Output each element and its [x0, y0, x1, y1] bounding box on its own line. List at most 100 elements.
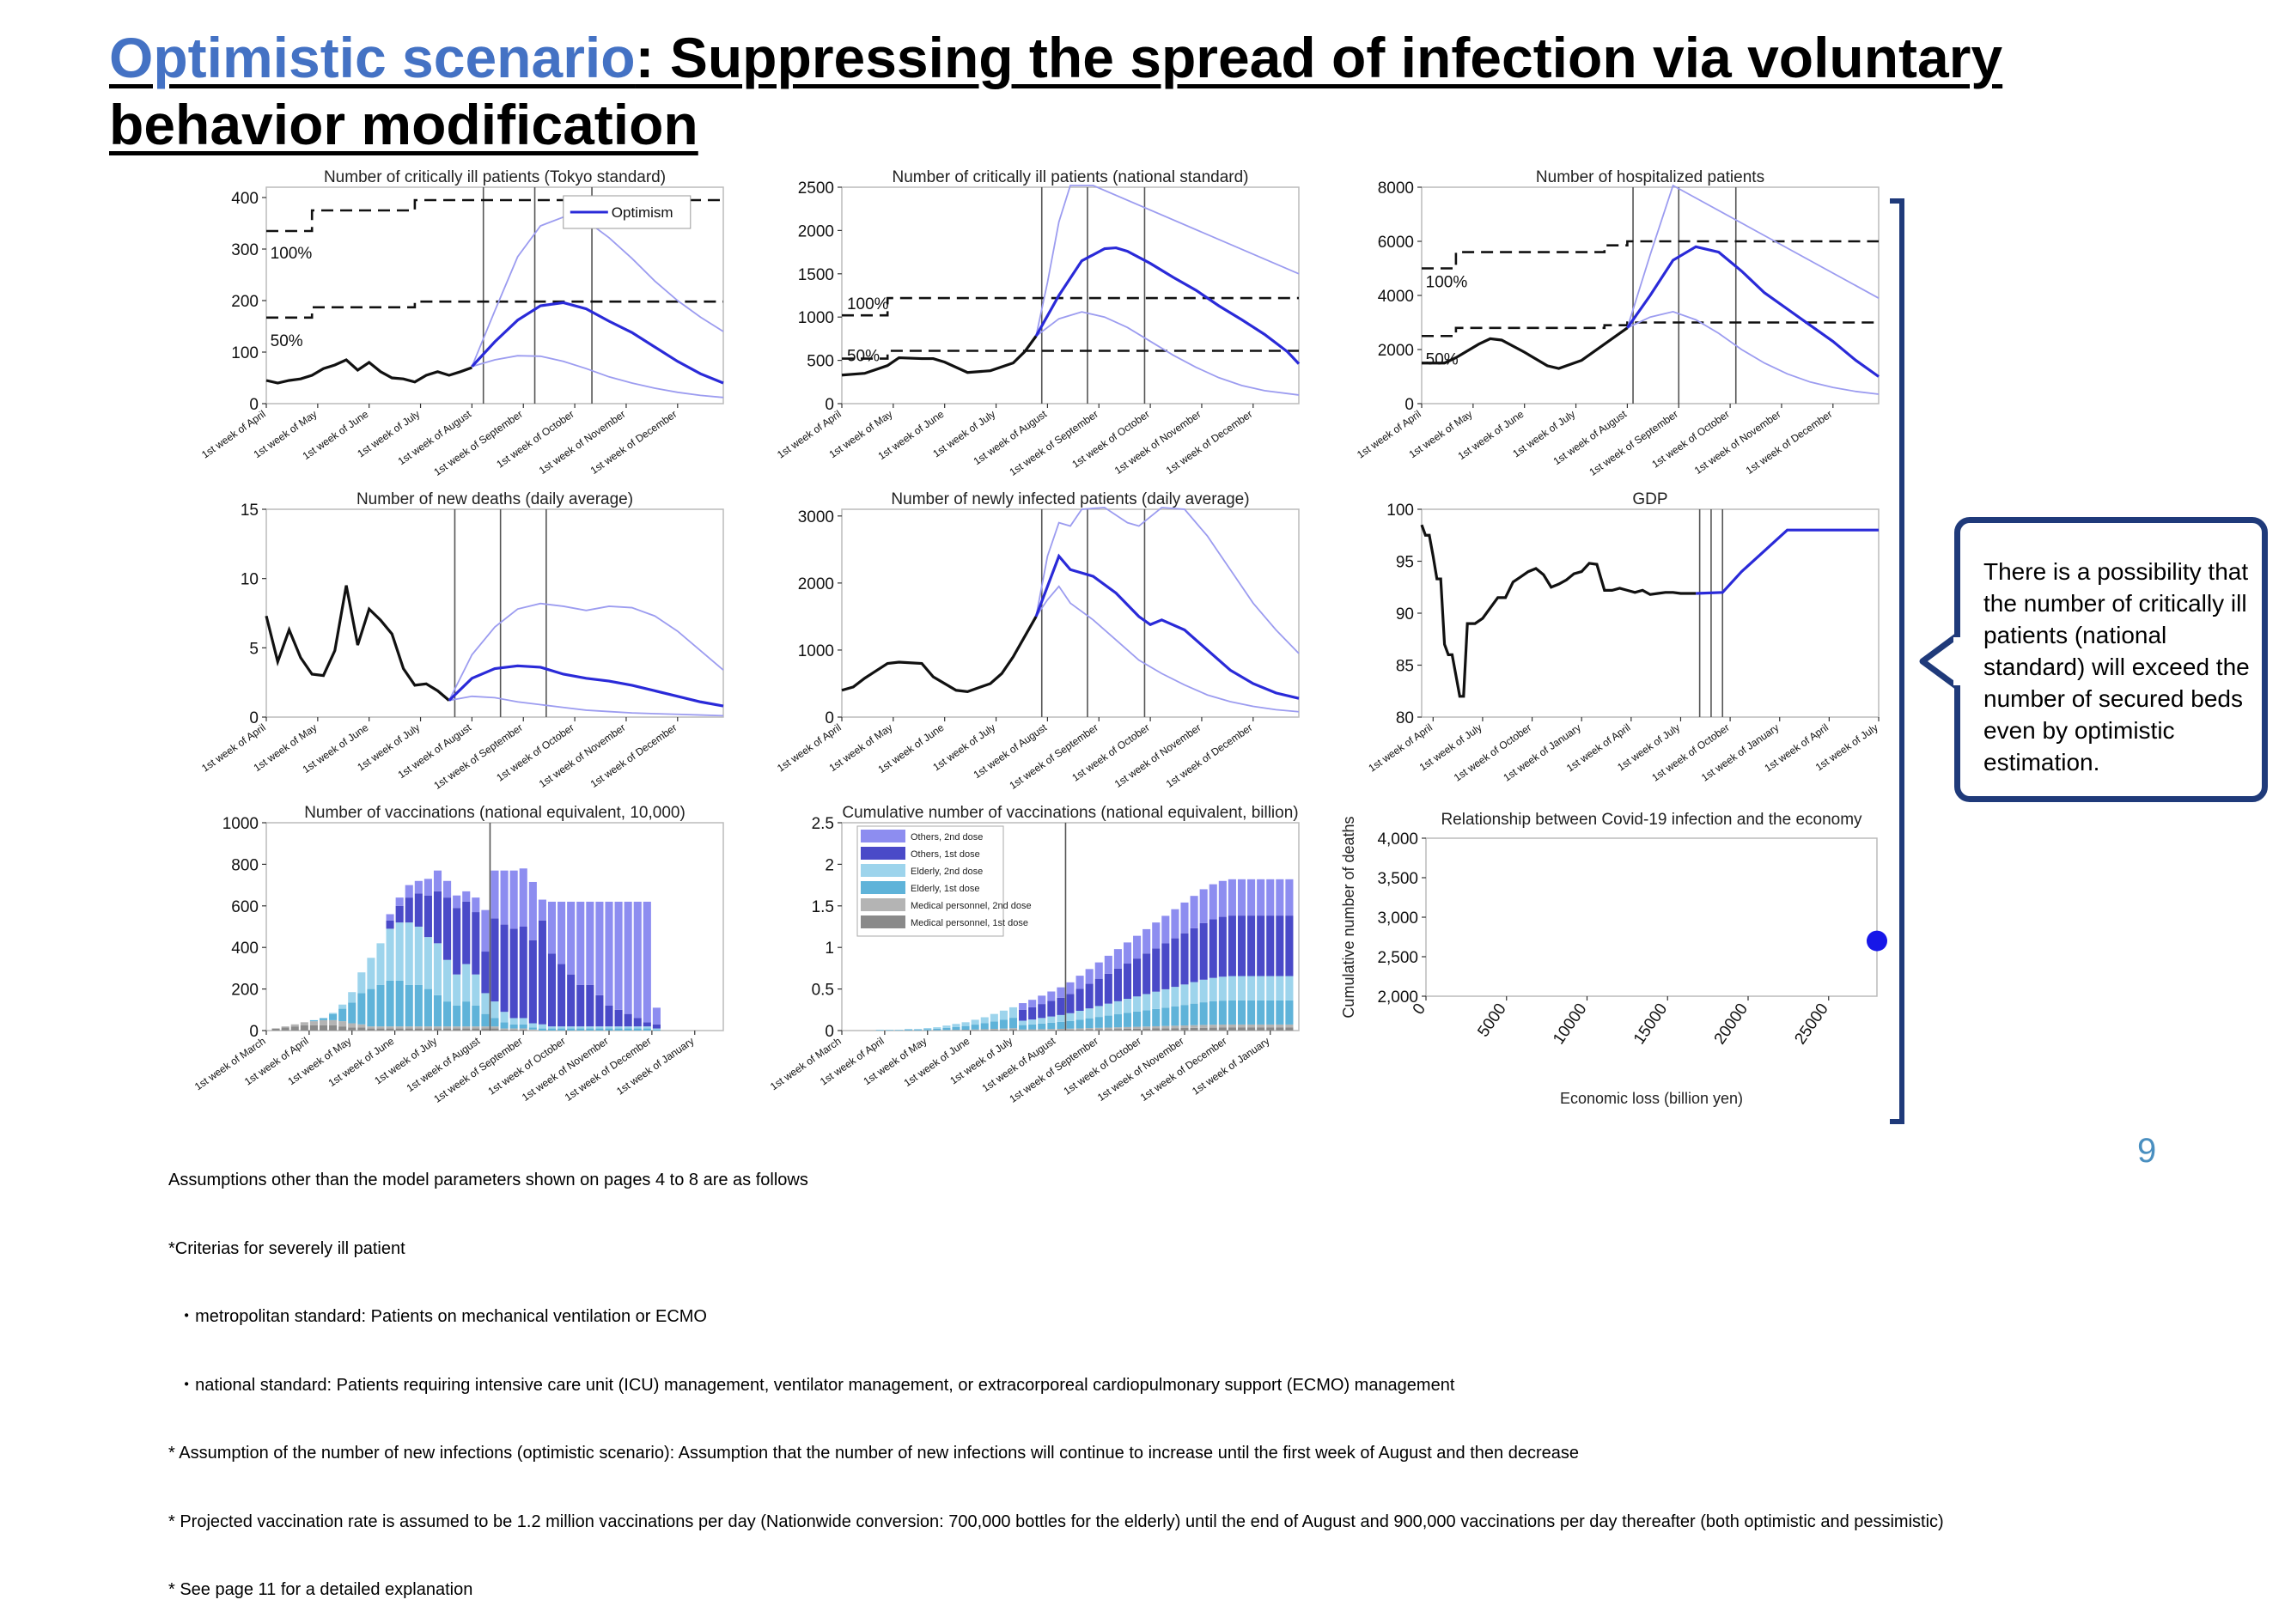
y-tick-label: 2	[825, 856, 834, 874]
bar-segment	[1028, 1030, 1036, 1031]
title-highlight: Optimistic scenario	[109, 26, 636, 89]
bar-segment	[405, 1029, 413, 1031]
bar-segment	[520, 1018, 527, 1024]
bar-segment	[1038, 1024, 1045, 1030]
bar-segment	[1209, 1025, 1217, 1027]
capacity-annotation: 100%	[847, 295, 889, 313]
bar-segment	[1285, 1001, 1293, 1025]
bar-segment	[548, 953, 556, 1026]
bar-segment	[510, 871, 518, 929]
x-tick-label: 1st week of January	[614, 1035, 696, 1098]
bar-segment	[329, 1014, 337, 1020]
bar-segment	[539, 1029, 546, 1031]
legend-label: Elderly, 1st dose	[911, 884, 980, 894]
bar-segment	[1200, 980, 1208, 1002]
bar-segment	[981, 1018, 989, 1024]
plot-area	[842, 187, 1299, 404]
bar-segment	[1228, 879, 1236, 915]
y-tick-label: 0.5	[812, 982, 834, 1000]
chart-critically-ill-national: Number of critically ill patients (natio…	[773, 172, 1306, 494]
bar-segment	[443, 1026, 451, 1028]
bar-segment	[338, 1021, 346, 1026]
bar-segment	[405, 922, 413, 985]
y-tick-label: 2500	[798, 179, 834, 198]
bar-segment	[1276, 915, 1283, 976]
bar-segment	[1076, 1030, 1084, 1031]
bar-segment	[1105, 956, 1112, 974]
bar-segment	[1009, 1018, 1017, 1028]
bar-segment	[1057, 1029, 1064, 1030]
bar-segment	[1133, 1027, 1141, 1029]
bar-segment	[329, 1025, 337, 1031]
bar-segment	[625, 902, 632, 1014]
bar-segment	[1105, 974, 1112, 1004]
bar-segment	[1191, 1028, 1198, 1031]
legend-swatch	[861, 915, 905, 928]
bar-segment	[1266, 976, 1274, 1001]
bar-segment	[291, 1025, 299, 1026]
bar-segment	[625, 1026, 632, 1028]
bar-segment	[990, 1029, 998, 1030]
bar-segment	[1095, 979, 1103, 1007]
legend-swatch	[861, 830, 905, 842]
bar-segment	[1114, 1001, 1122, 1014]
bar-segment	[1142, 1010, 1150, 1026]
y-tick-label: 600	[231, 898, 259, 916]
bar-segment	[1142, 953, 1150, 994]
bar-segment	[933, 1029, 941, 1031]
bar-segment	[453, 1006, 460, 1026]
bar-segment	[1133, 936, 1141, 958]
bar-segment	[301, 1025, 308, 1031]
bar-segment	[1209, 885, 1217, 920]
bar-segment	[434, 1026, 442, 1028]
bar-segment	[320, 1025, 327, 1031]
bar-segment	[1019, 1010, 1027, 1021]
bar-segment	[415, 1026, 423, 1028]
bar-segment	[453, 1029, 460, 1031]
bar-segment	[1180, 903, 1188, 934]
bar-segment	[567, 1029, 575, 1031]
bar-segment	[357, 1027, 365, 1031]
bar-segment	[529, 1030, 537, 1031]
legend-label: Medical personnel, 1st dose	[911, 918, 1028, 928]
bar-segment	[634, 902, 642, 1019]
bar-segment	[520, 868, 527, 927]
bar-segment	[1191, 896, 1198, 928]
bar-segment	[586, 1029, 594, 1031]
bar-segment	[1276, 976, 1283, 1001]
bar-segment	[1105, 1016, 1112, 1028]
bar-segment	[415, 985, 423, 1026]
y-tick-label: 400	[231, 940, 259, 958]
chart-critically-ill-tokyo: Number of critically ill patients (Tokyo…	[198, 172, 730, 494]
bar-segment	[1209, 978, 1217, 1001]
bar-segment	[1161, 915, 1169, 943]
page-number: 9	[2137, 1132, 2156, 1171]
bar-segment	[1124, 942, 1131, 964]
bar-segment	[1057, 998, 1064, 1015]
bar-segment	[634, 1026, 642, 1028]
callout-pointer-mask	[1953, 637, 1964, 685]
y-tick-label: 1000	[222, 815, 259, 833]
bar-segment	[1028, 1025, 1036, 1030]
bar-segment	[1247, 1027, 1255, 1031]
bar-segment	[1219, 1025, 1227, 1027]
bar-segment	[434, 891, 442, 944]
bar-segment	[972, 1025, 979, 1030]
capacity-annotation: 50%	[271, 332, 303, 350]
bar-segment	[272, 1029, 280, 1031]
bar-segment	[387, 1029, 394, 1031]
bar-segment	[1105, 1029, 1112, 1031]
bar-segment	[367, 1029, 375, 1031]
bar-segment	[1076, 988, 1084, 1011]
legend-swatch	[861, 898, 905, 911]
bar-segment	[1219, 881, 1227, 917]
x-tick-label: 1st week of December	[588, 408, 679, 477]
upper-bound-line	[449, 604, 723, 701]
bar-segment	[1133, 1029, 1141, 1031]
bar-segment	[1191, 1025, 1198, 1028]
legend-swatch	[861, 864, 905, 877]
bar-segment	[1200, 1025, 1208, 1027]
bar-segment	[1066, 1029, 1074, 1030]
bar-segment	[1009, 1030, 1017, 1031]
